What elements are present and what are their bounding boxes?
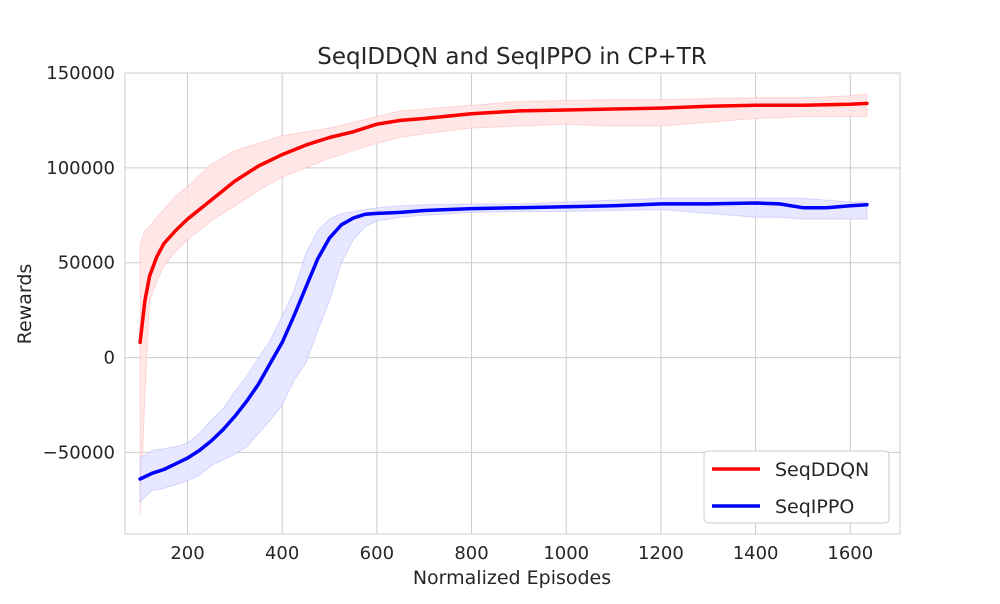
x-tick-label: 1200 [638,543,684,564]
x-tick-label: 1600 [827,543,873,564]
x-tick-label: 1400 [733,543,779,564]
x-axis-label: Normalized Episodes [413,567,611,589]
y-tick-label: 150000 [46,63,115,84]
y-tick-label: −50000 [43,442,115,463]
y-tick-label: 100000 [46,158,115,179]
x-tick-label: 200 [170,543,204,564]
x-tick-label: 1000 [543,543,589,564]
legend-label-seqippo: SeqIPPO [775,496,854,518]
y-axis-label: Rewards [14,264,36,345]
y-tick-label: 0 [104,348,115,369]
x-tick-label: 400 [265,543,299,564]
legend: SeqDDQN SeqIPPO [704,451,889,523]
legend-label-seqddqn: SeqDDQN [775,459,869,481]
x-tick-label: 600 [360,543,394,564]
x-tick-label: 800 [454,543,488,564]
chart-title: SeqIDDQN and SeqIPPO in CP+TR [317,44,707,70]
y-tick-label: 50000 [58,253,115,274]
